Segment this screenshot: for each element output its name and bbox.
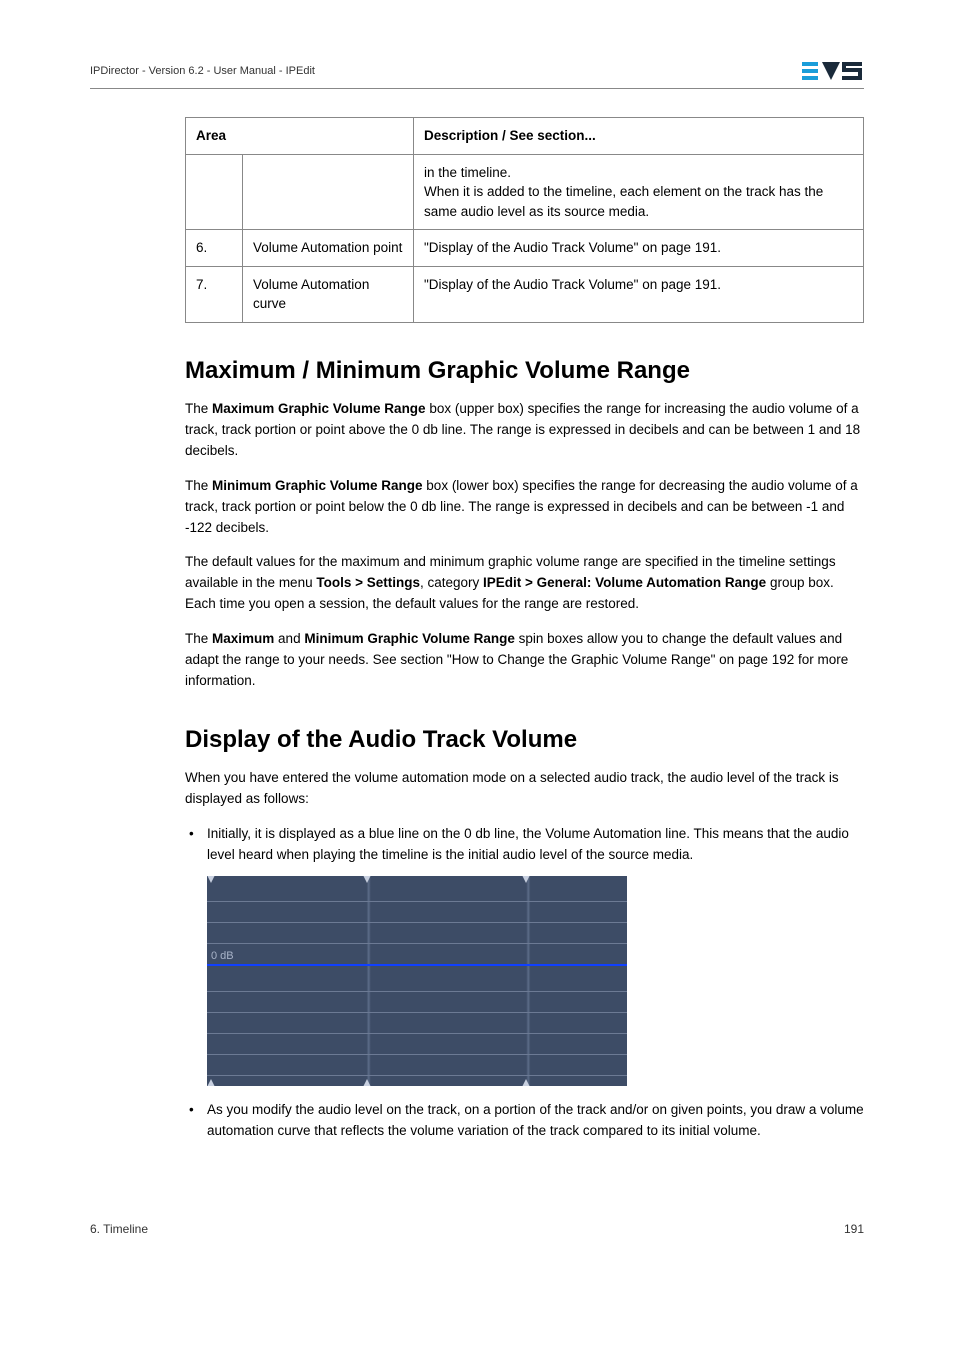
- page-header: IPDirector - Version 6.2 - User Manual -…: [90, 60, 864, 89]
- text-bold: Minimum Graphic Volume Range: [304, 631, 515, 646]
- trim-handle-icon: [207, 876, 218, 883]
- volume-automation-diagram: 0 dB: [207, 876, 627, 1086]
- trim-handle-icon: [519, 876, 533, 883]
- area-table: Area Description / See section... in the…: [185, 117, 864, 323]
- text-run: The: [185, 478, 212, 493]
- cell-desc: in the timeline. When it is added to the…: [414, 154, 864, 230]
- text-run: The: [185, 631, 212, 646]
- trim-handle-icon: [360, 1079, 374, 1086]
- header-product-text: IPDirector - Version 6.2 - User Manual -…: [90, 65, 315, 77]
- trim-handle-icon: [360, 876, 374, 883]
- list-item: Initially, it is displayed as a blue lin…: [185, 824, 864, 866]
- list-item: As you modify the audio level on the tra…: [185, 1100, 864, 1142]
- cell-desc: "Display of the Audio Track Volume" on p…: [414, 266, 864, 322]
- table-row: 6. Volume Automation point "Display of t…: [186, 230, 864, 267]
- text-run: and: [274, 631, 304, 646]
- bullet-list: Initially, it is displayed as a blue lin…: [185, 824, 864, 866]
- text-bold: Tools > Settings: [316, 575, 420, 590]
- text-run: The: [185, 401, 212, 416]
- cell-desc-line: When it is added to the timeline, each e…: [424, 184, 823, 219]
- cell-num: 6.: [186, 230, 243, 267]
- cell-name: Volume Automation curve: [243, 266, 414, 322]
- page-footer: 6. Timeline 191: [90, 1222, 864, 1236]
- cell-desc: "Display of the Audio Track Volume" on p…: [414, 230, 864, 267]
- text-bold: Minimum Graphic Volume Range: [212, 478, 423, 493]
- footer-chapter: 6. Timeline: [90, 1222, 148, 1236]
- heading-display-audio-volume: Display of the Audio Track Volume: [185, 726, 864, 754]
- trim-handle-icon: [519, 1079, 533, 1086]
- footer-page-number: 191: [844, 1222, 864, 1236]
- paragraph: The Maximum and Minimum Graphic Volume R…: [185, 629, 864, 692]
- heading-max-min-range: Maximum / Minimum Graphic Volume Range: [185, 357, 864, 385]
- text-bold: Maximum: [212, 631, 274, 646]
- cell-desc-line: in the timeline.: [424, 165, 511, 180]
- table-row: 7. Volume Automation curve "Display of t…: [186, 266, 864, 322]
- cell-num: [186, 154, 243, 230]
- th-area: Area: [186, 118, 414, 155]
- cell-num: 7.: [186, 266, 243, 322]
- paragraph: The default values for the maximum and m…: [185, 552, 864, 615]
- th-desc: Description / See section...: [414, 118, 864, 155]
- zero-db-label: 0 dB: [211, 950, 234, 962]
- text-bold: IPEdit > General: Volume Automation Rang…: [483, 575, 766, 590]
- table-header-row: Area Description / See section...: [186, 118, 864, 155]
- cell-name: Volume Automation point: [243, 230, 414, 267]
- evs-logo: [802, 60, 864, 82]
- table-row: in the timeline. When it is added to the…: [186, 154, 864, 230]
- text-bold: Maximum Graphic Volume Range: [212, 401, 426, 416]
- paragraph: When you have entered the volume automat…: [185, 768, 864, 810]
- bullet-list: As you modify the audio level on the tra…: [185, 1100, 864, 1142]
- text-run: , category: [420, 575, 483, 590]
- paragraph: The Maximum Graphic Volume Range box (up…: [185, 399, 864, 462]
- trim-handle-icon: [207, 1079, 218, 1086]
- zero-db-line: [207, 964, 627, 966]
- paragraph: The Minimum Graphic Volume Range box (lo…: [185, 476, 864, 539]
- cell-name: [243, 154, 414, 230]
